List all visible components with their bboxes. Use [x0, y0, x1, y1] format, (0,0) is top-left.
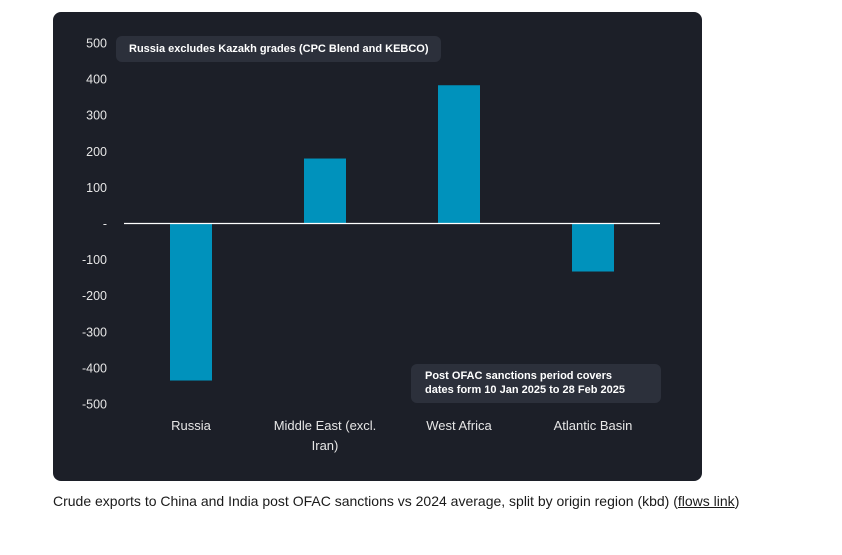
flows-link[interactable]: flows link: [677, 493, 735, 509]
bar-middle-east-excl-iran: [304, 158, 346, 224]
annotation-period-line2: dates form 10 Jan 2025 to 28 Feb 2025: [425, 384, 625, 396]
y-tick-label-400: 400: [86, 73, 107, 87]
bar-atlantic-basin: [572, 223, 614, 272]
caption-close: ): [734, 493, 740, 509]
bar-russia: [170, 223, 212, 381]
annotation-period-line1: Post OFAC sanctions period covers: [425, 370, 613, 382]
y-tick-label-zero: -: [103, 217, 107, 231]
category-label-russia: Russia: [171, 418, 212, 433]
y-tick-label-neg100: -100: [82, 253, 107, 267]
category-label-middle-east-excl-iran: Middle East (excl. Iran): [274, 418, 377, 453]
annotation-period-note: Post OFAC sanctions period covers dates …: [411, 364, 661, 403]
y-tick-label-300: 300: [86, 109, 107, 123]
figure-caption: Crude exports to China and India post OF…: [53, 493, 739, 509]
y-tick-label-neg400: -400: [82, 361, 107, 375]
y-tick-label-neg200: -200: [82, 289, 107, 303]
bar-west-africa: [438, 85, 480, 224]
y-tick-label-neg300: -300: [82, 325, 107, 339]
y-tick-label-200: 200: [86, 145, 107, 159]
caption-text: Crude exports to China and India post OF…: [53, 493, 678, 509]
annotation-russia-note: Russia excludes Kazakh grades (CPC Blend…: [116, 36, 441, 62]
y-tick-label-100: 100: [86, 181, 107, 195]
category-label-west-africa: West Africa: [426, 418, 492, 433]
annotation-russia-text: Russia excludes Kazakh grades (CPC Blend…: [129, 43, 429, 55]
y-tick-label-500: 500: [86, 37, 107, 51]
bar-chart: 500 400 300 200 100 - -100 -200 -300 -400 -500 Russ…: [82, 37, 660, 453]
chart-card: 500 400 300 200 100 - -100 -200 -300 -400 -500 Russ…: [53, 12, 702, 481]
category-label-atlantic-basin: Atlantic Basin: [554, 418, 633, 433]
y-tick-label-neg500: -500: [82, 398, 107, 412]
